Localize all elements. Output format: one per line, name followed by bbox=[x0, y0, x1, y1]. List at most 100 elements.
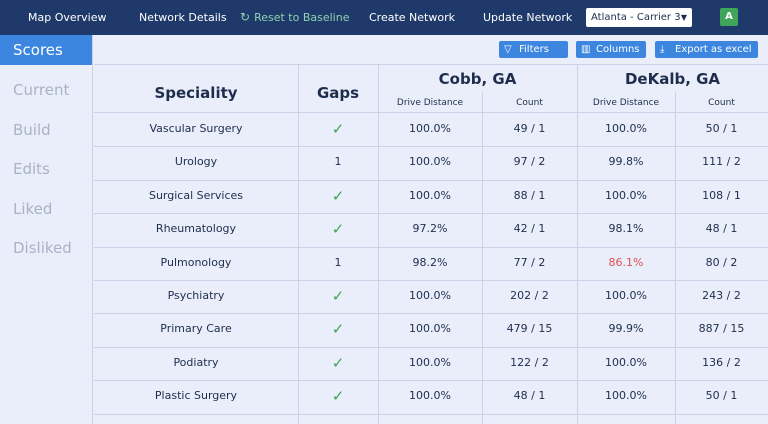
grid-line bbox=[378, 65, 379, 424]
speciality-cell: Plastic Surgery bbox=[154, 389, 238, 403]
check-icon: ✓ bbox=[331, 320, 345, 339]
sidebar-item-disliked[interactable]: Disliked bbox=[13, 239, 72, 257]
check-icon: ✓ bbox=[331, 353, 345, 372]
row-divider bbox=[94, 413, 768, 415]
dekalb-count-cell: 50 / 1 bbox=[705, 389, 738, 403]
row-divider bbox=[94, 380, 768, 382]
carrier-select[interactable]: Atlanta - Carrier 3 ▼ bbox=[586, 8, 692, 27]
caret-down-icon: ▼ bbox=[680, 13, 687, 22]
sidebar: Scores Current Build Edits Liked Dislike… bbox=[0, 35, 93, 424]
row-divider bbox=[94, 146, 768, 148]
columns-button[interactable]: ▥ Columns bbox=[576, 41, 646, 58]
grid-line bbox=[577, 65, 578, 424]
cobb-count-cell: 49 / 1 bbox=[513, 122, 546, 135]
check-icon: ✓ bbox=[331, 387, 345, 406]
dekalb-drive-cell: 100.0% bbox=[605, 389, 647, 403]
check-icon: ✓ bbox=[331, 220, 345, 239]
check-icon: ✓ bbox=[331, 186, 345, 205]
top-nav: Map Overview Network Details ↻ Reset to B… bbox=[0, 0, 768, 35]
header-region-dekalb: DeKalb, GA bbox=[624, 70, 721, 88]
nav-network-details[interactable]: Network Details bbox=[139, 11, 227, 24]
speciality-cell: Podiatry bbox=[173, 355, 219, 369]
cobb-drive-cell: 100.0% bbox=[409, 155, 451, 169]
cobb-count-cell: 42 / 1 bbox=[513, 222, 546, 236]
grid-line bbox=[675, 92, 676, 424]
row-divider bbox=[94, 213, 768, 215]
grid-line bbox=[298, 65, 299, 424]
export-label: Export as excel bbox=[675, 44, 752, 55]
scores-table: Speciality Gaps Cobb, GA DeKalb, GA Driv… bbox=[94, 65, 768, 424]
nav-reset-to-baseline[interactable]: ↻ Reset to Baseline bbox=[240, 0, 349, 35]
dekalb-count-cell: 80 / 2 bbox=[705, 255, 738, 269]
check-icon: ✓ bbox=[331, 287, 345, 305]
nav-map-overview[interactable]: Map Overview bbox=[28, 11, 107, 24]
cobb-drive-cell: 100.0% bbox=[409, 322, 451, 336]
refresh-icon: ↻ bbox=[240, 10, 251, 24]
dekalb-count-cell: 50 / 1 bbox=[705, 122, 738, 135]
avatar[interactable]: A bbox=[720, 8, 738, 26]
dekalb-drive-cell: 100.0% bbox=[605, 122, 647, 135]
cobb-count-cell: 77 / 2 bbox=[513, 255, 546, 269]
filters-label: Filters bbox=[519, 44, 549, 55]
filters-button[interactable]: ▽ Filters bbox=[499, 41, 568, 58]
columns-icon: ▥ bbox=[581, 44, 591, 55]
dekalb-drive-cell: 99.8% bbox=[608, 155, 644, 169]
export-excel-button[interactable]: ⤓ Export as excel bbox=[655, 41, 758, 58]
cobb-count-cell: 202 / 2 bbox=[510, 289, 549, 302]
toolbar: ▽ Filters ▥ Columns ⤓ Export as excel bbox=[94, 35, 768, 65]
gaps-cell: 1 bbox=[334, 155, 342, 169]
row-divider bbox=[94, 346, 768, 348]
header-cobb-count[interactable]: Count bbox=[516, 98, 543, 108]
dekalb-drive-cell: 100.0% bbox=[605, 188, 647, 202]
cobb-drive-cell: 100.0% bbox=[409, 122, 451, 135]
cobb-count-cell: 479 / 15 bbox=[506, 322, 553, 336]
grid-line bbox=[482, 92, 483, 424]
header-dekalb-count[interactable]: Count bbox=[708, 98, 735, 108]
speciality-cell: Vascular Surgery bbox=[149, 122, 243, 135]
dekalb-drive-cell: 86.1% bbox=[608, 255, 644, 269]
header-dekalb-drive-distance[interactable]: Drive Distance bbox=[592, 98, 660, 108]
nav-create-network[interactable]: Create Network bbox=[369, 11, 455, 24]
row-divider bbox=[94, 280, 768, 281]
columns-label: Columns bbox=[596, 44, 640, 55]
dekalb-count-cell: 111 / 2 bbox=[702, 155, 741, 169]
nav-reset-label: Reset to Baseline bbox=[254, 11, 350, 24]
dekalb-count-cell: 243 / 2 bbox=[702, 289, 741, 302]
row-divider bbox=[94, 246, 768, 248]
dekalb-drive-cell: 100.0% bbox=[605, 355, 647, 369]
dekalb-count-cell: 136 / 2 bbox=[702, 355, 741, 369]
dekalb-drive-cell: 98.1% bbox=[608, 222, 644, 236]
speciality-cell: Rheumatology bbox=[155, 222, 237, 236]
sidebar-item-build[interactable]: Build bbox=[13, 121, 51, 139]
header-cobb-drive-distance[interactable]: Drive Distance bbox=[396, 98, 464, 108]
speciality-cell: Psychiatry bbox=[167, 289, 225, 302]
dekalb-count-cell: 887 / 15 bbox=[698, 322, 745, 336]
row-divider bbox=[94, 313, 768, 315]
cobb-drive-cell: 100.0% bbox=[409, 389, 451, 403]
row-divider bbox=[94, 179, 768, 181]
gaps-cell: 1 bbox=[334, 255, 342, 269]
cobb-drive-cell: 100.0% bbox=[409, 289, 451, 302]
cobb-drive-cell: 97.2% bbox=[412, 222, 448, 236]
cobb-drive-cell: 100.0% bbox=[409, 188, 451, 202]
dekalb-count-cell: 48 / 1 bbox=[705, 222, 738, 236]
speciality-cell: Surgical Services bbox=[148, 188, 244, 202]
sidebar-item-current[interactable]: Current bbox=[13, 81, 70, 99]
nav-update-network[interactable]: Update Network bbox=[483, 11, 573, 24]
speciality-cell: Primary Care bbox=[160, 322, 232, 336]
header-gaps[interactable]: Gaps bbox=[316, 84, 360, 102]
speciality-cell: Urology bbox=[174, 155, 218, 169]
cobb-drive-cell: 100.0% bbox=[409, 355, 451, 369]
sidebar-item-edits[interactable]: Edits bbox=[13, 160, 50, 178]
carrier-select-value: Atlanta - Carrier 3 bbox=[591, 12, 681, 23]
cobb-count-cell: 97 / 2 bbox=[513, 155, 546, 169]
filter-icon: ▽ bbox=[504, 44, 512, 55]
sidebar-item-liked[interactable]: Liked bbox=[13, 200, 53, 218]
dekalb-drive-cell: 100.0% bbox=[605, 289, 647, 302]
sidebar-item-scores[interactable]: Scores bbox=[0, 35, 92, 65]
cobb-count-cell: 122 / 2 bbox=[510, 355, 549, 369]
header-speciality[interactable]: Speciality bbox=[154, 84, 238, 102]
cobb-count-cell: 48 / 1 bbox=[513, 389, 546, 403]
dekalb-count-cell: 108 / 1 bbox=[702, 188, 741, 202]
cobb-drive-cell: 98.2% bbox=[412, 255, 448, 269]
